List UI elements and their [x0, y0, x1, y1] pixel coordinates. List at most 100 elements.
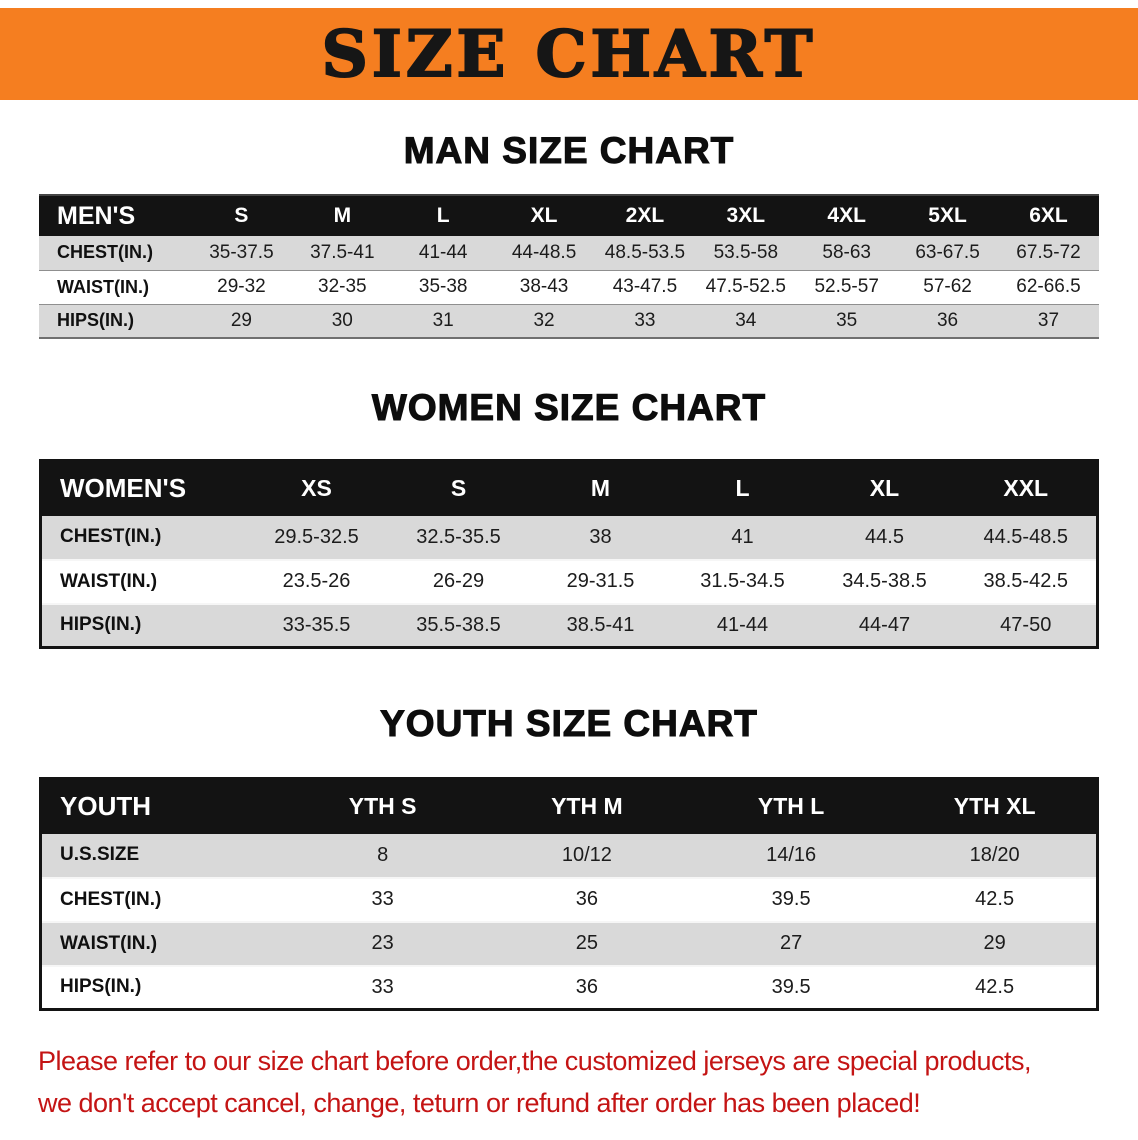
size-value: 31	[432, 309, 454, 331]
size-value: 58-63	[822, 241, 871, 263]
size-value: 32	[533, 309, 555, 331]
size-value: 44.5-48.5	[983, 525, 1068, 548]
size-value: 23.5-26	[282, 570, 351, 592]
table-row: CHEST(IN.) 35-37.5 37.5-41 41-44 44-48.5…	[39, 236, 1099, 270]
size-value: 29	[230, 309, 252, 331]
size-value: 67.5-72	[1016, 241, 1081, 263]
size-value: 30	[331, 309, 353, 331]
size-value: 35.5-38.5	[416, 613, 501, 636]
column-header: YTH L	[757, 793, 825, 820]
size-chart-page: SIZE CHART MAN SIZE CHART MEN'S S M L XL…	[0, 8, 1138, 1125]
size-value: 33-35.5	[282, 613, 351, 636]
size-value: 35-38	[418, 276, 468, 297]
column-header: 5XL	[928, 204, 967, 227]
size-value: 39.5	[771, 975, 811, 998]
column-header: M	[590, 475, 611, 502]
size-value: 8	[377, 843, 389, 866]
size-value: 36	[936, 309, 959, 331]
size-value: 44.5	[865, 525, 904, 548]
column-header: S	[450, 475, 467, 502]
size-value: 35	[836, 309, 858, 331]
women-header-row: WOMEN'S XS S M L XL XXL	[40, 460, 1098, 516]
column-header: YTH XL	[953, 793, 1036, 820]
order-note-line: Please refer to our size chart before or…	[38, 1046, 1032, 1076]
column-header: S	[234, 204, 249, 227]
size-value: 38	[589, 525, 612, 548]
size-value: 10/12	[561, 843, 612, 866]
size-value: 32.5-35.5	[416, 525, 501, 548]
table-row: U.S.SIZE 8 10/12 14/16 18/20	[40, 833, 1098, 878]
size-value: 42.5	[975, 975, 1015, 998]
size-value: 38.5-42.5	[983, 570, 1068, 592]
table-row: WAIST(IN.) 29-32 32-35 35-38 38-43 43-47…	[39, 270, 1099, 304]
size-value: 52.5-57	[814, 276, 879, 297]
size-value: 14/16	[766, 843, 817, 866]
table-row: CHEST(IN.) 33 36 39.5 42.5	[40, 878, 1098, 922]
youth-size-chart-heading: YOUTH SIZE CHART	[380, 702, 758, 744]
column-header: 6XL	[1029, 204, 1068, 227]
row-label: U.S.SIZE	[60, 844, 140, 865]
size-value: 34	[735, 309, 757, 331]
row-label: HIPS(IN.)	[60, 976, 142, 998]
column-header: L	[436, 204, 450, 227]
men-size-table: MEN'S S M L XL 2XL 3XL 4XL 5XL 6XL CHEST…	[39, 194, 1099, 339]
size-value: 18/20	[969, 843, 1020, 866]
column-header: 4XL	[827, 204, 866, 227]
size-value: 29	[983, 932, 1006, 954]
size-value: 47-50	[1000, 613, 1052, 636]
table-row: HIPS(IN.) 33-35.5 35.5-38.5 38.5-41 41-4…	[40, 603, 1098, 648]
size-value: 31.5-34.5	[700, 570, 785, 592]
size-value: 44-47	[858, 613, 911, 636]
size-value: 53.5-58	[713, 241, 779, 263]
size-value: 36	[575, 888, 598, 910]
men-table-title: MEN'S	[57, 201, 136, 230]
order-note-line: we don't accept cancel, change, teturn o…	[38, 1087, 921, 1118]
size-value: 42.5	[975, 888, 1015, 910]
row-label: CHEST(IN.)	[60, 526, 162, 547]
column-header: M	[333, 204, 352, 227]
size-value: 37.5-41	[310, 241, 375, 263]
size-value: 32-35	[318, 276, 367, 297]
size-chart-title: SIZE CHART	[321, 16, 817, 93]
size-value: 38-43	[519, 276, 569, 297]
size-value: 44-48.5	[511, 241, 577, 263]
size-value: 25	[575, 932, 598, 954]
size-value: 41-44	[418, 241, 468, 263]
size-value: 57-62	[923, 276, 972, 297]
column-header: XL	[530, 204, 558, 227]
size-chart-banner: SIZE CHART	[0, 8, 1138, 100]
column-header: XXL	[1003, 475, 1049, 502]
size-value: 36	[575, 975, 598, 998]
youth-size-table: YOUTH YTH S YTH M YTH L YTH XL U.S.SIZE …	[39, 777, 1099, 1011]
size-value: 38.5-41	[566, 613, 635, 636]
size-value: 33	[371, 888, 394, 910]
size-value: 39.5	[771, 888, 811, 910]
column-header: XS	[301, 475, 332, 502]
row-label: CHEST(IN.)	[57, 242, 153, 263]
size-value: 63-67.5	[915, 241, 980, 263]
women-size-table: WOMEN'S XS S M L XL XXL CHEST(IN.) 29.5-…	[39, 459, 1099, 649]
size-value: 29-32	[217, 276, 266, 297]
size-value: 33	[371, 975, 394, 998]
youth-header-row: YOUTH YTH S YTH M YTH L YTH XL	[40, 778, 1098, 834]
man-size-chart-heading: MAN SIZE CHART	[403, 129, 735, 171]
men-header-row: MEN'S S M L XL 2XL 3XL 4XL 5XL 6XL	[39, 195, 1099, 236]
column-header: 2XL	[625, 204, 665, 227]
size-value: 26-29	[432, 570, 485, 592]
column-header: YTH S	[348, 793, 417, 820]
size-value: 27	[780, 932, 803, 954]
column-header: L	[735, 475, 750, 502]
size-value: 41	[731, 525, 754, 548]
women-size-chart-heading: WOMEN SIZE CHART	[371, 386, 767, 428]
size-value: 48.5-53.5	[604, 241, 686, 263]
order-note: Please refer to our size chart before or…	[38, 1041, 1100, 1125]
row-label: HIPS(IN.)	[57, 310, 135, 331]
table-row: WAIST(IN.) 23.5-26 26-29 29-31.5 31.5-34…	[40, 560, 1098, 604]
size-value: 41-44	[716, 613, 769, 636]
table-row: CHEST(IN.) 29.5-32.5 32.5-35.5 38 41 44.…	[40, 515, 1098, 560]
row-label: HIPS(IN.)	[60, 614, 142, 636]
column-header: XL	[869, 475, 900, 502]
size-value: 35-37.5	[209, 241, 274, 263]
youth-table-title: YOUTH	[60, 791, 151, 822]
row-label: WAIST(IN.)	[57, 276, 149, 297]
